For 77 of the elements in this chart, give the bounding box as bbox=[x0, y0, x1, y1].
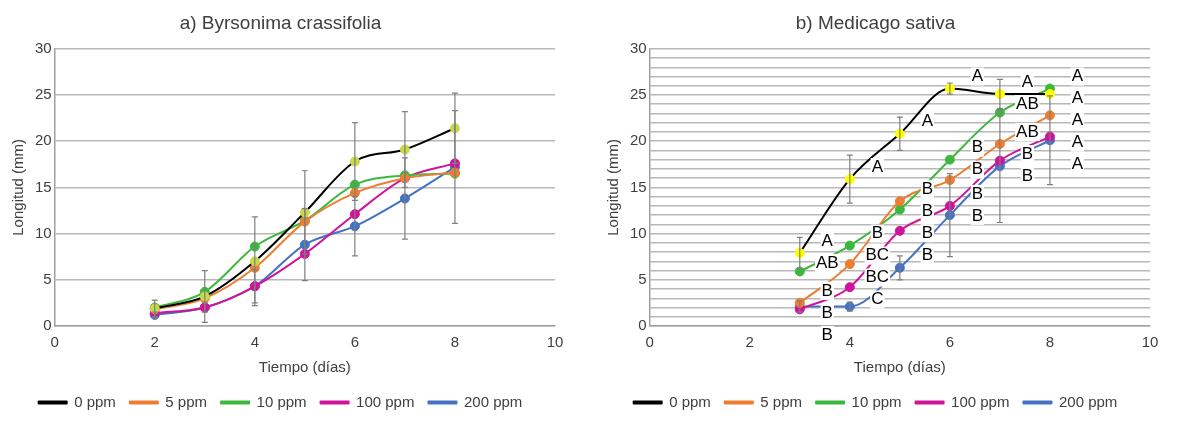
y-tick-label: 5 bbox=[43, 269, 52, 287]
annotation: A bbox=[1071, 88, 1084, 108]
point bbox=[844, 282, 855, 293]
point bbox=[944, 154, 955, 165]
annotation: B bbox=[921, 200, 934, 220]
x-tick-label: 8 bbox=[1045, 333, 1055, 351]
annotation: B bbox=[821, 302, 833, 322]
y-tick-label: 30 bbox=[35, 38, 52, 56]
point bbox=[844, 240, 855, 251]
x-tick-label: 4 bbox=[845, 333, 854, 351]
annotation: B bbox=[1021, 143, 1034, 163]
point bbox=[894, 196, 905, 207]
chart-title: a) Byrsonima crassifolia bbox=[179, 11, 382, 33]
legend-label: 100 ppm bbox=[951, 392, 1010, 410]
annotation: A bbox=[821, 230, 834, 250]
y-tick-label: 10 bbox=[35, 223, 52, 241]
annotation: A bbox=[1071, 66, 1084, 86]
chart-title: b) Medicago sativa bbox=[795, 11, 956, 33]
legend-label: 0 ppm bbox=[74, 392, 116, 410]
x-tick-label: 6 bbox=[945, 333, 955, 351]
y-axis-title: Longitud (mm) bbox=[9, 139, 27, 236]
x-tick-label: 2 bbox=[150, 333, 159, 351]
x-tick-label: 6 bbox=[350, 333, 360, 351]
annotation: A bbox=[1071, 132, 1084, 152]
legend-label: 100 ppm bbox=[356, 392, 415, 410]
y-tick-label: 0 bbox=[638, 316, 647, 334]
y-tick-label: 25 bbox=[630, 85, 647, 103]
annotation: A bbox=[1021, 71, 1034, 91]
x-axis-title: Tiempo (días) bbox=[258, 358, 351, 376]
annotation: A bbox=[871, 156, 884, 176]
annotation: AB bbox=[815, 252, 839, 272]
x-axis-title: Tiempo (días) bbox=[853, 358, 946, 376]
y-tick-label: 15 bbox=[35, 177, 52, 195]
annotation: C bbox=[871, 289, 884, 309]
annotation: B bbox=[921, 222, 934, 242]
annotation: B bbox=[871, 223, 883, 243]
annotation: B bbox=[971, 183, 984, 203]
annotation: A bbox=[1071, 110, 1084, 130]
annotation: B bbox=[971, 137, 984, 157]
annotation: B bbox=[821, 324, 833, 344]
y-tick-label: 20 bbox=[630, 131, 647, 149]
annotation: AB bbox=[1016, 93, 1039, 113]
legend-label: 200 ppm bbox=[463, 392, 523, 410]
y-tick-label: 0 bbox=[43, 316, 52, 334]
point bbox=[894, 204, 905, 215]
point bbox=[894, 225, 905, 236]
annotation: BC bbox=[865, 267, 890, 287]
y-tick-label: 15 bbox=[630, 177, 647, 195]
y-axis-title: Longitud (mm) bbox=[604, 139, 622, 236]
annotation: B bbox=[921, 178, 934, 198]
annotation: B bbox=[971, 205, 984, 225]
annotation: A bbox=[971, 66, 984, 86]
legend-label: 5 ppm bbox=[165, 392, 208, 410]
y-tick-label: 10 bbox=[630, 223, 647, 241]
annotation: B bbox=[921, 245, 934, 265]
y-tick-label: 20 bbox=[35, 131, 52, 149]
legend-label: 10 ppm bbox=[851, 392, 902, 410]
annotation: A bbox=[1071, 154, 1084, 174]
legend-label: 5 ppm bbox=[760, 392, 803, 410]
annotation: B bbox=[971, 159, 984, 179]
x-tick-label: 10 bbox=[1141, 333, 1159, 351]
y-tick-label: 5 bbox=[638, 269, 647, 287]
x-tick-label: 2 bbox=[745, 333, 754, 351]
x-tick-label: 10 bbox=[546, 333, 564, 351]
legend-label: 0 ppm bbox=[669, 392, 711, 410]
y-tick-label: 30 bbox=[630, 38, 647, 56]
point bbox=[844, 259, 855, 270]
annotation: A bbox=[921, 111, 934, 131]
annotation: B bbox=[1021, 165, 1034, 185]
annotation: AB bbox=[1016, 121, 1039, 141]
legend-label: 10 ppm bbox=[256, 392, 307, 410]
annotation: B bbox=[821, 280, 833, 300]
x-tick-label: 4 bbox=[250, 333, 259, 351]
y-tick-label: 25 bbox=[35, 85, 52, 103]
legend-label: 200 ppm bbox=[1058, 392, 1118, 410]
annotation: BC bbox=[865, 245, 890, 265]
x-tick-label: 8 bbox=[450, 333, 460, 351]
